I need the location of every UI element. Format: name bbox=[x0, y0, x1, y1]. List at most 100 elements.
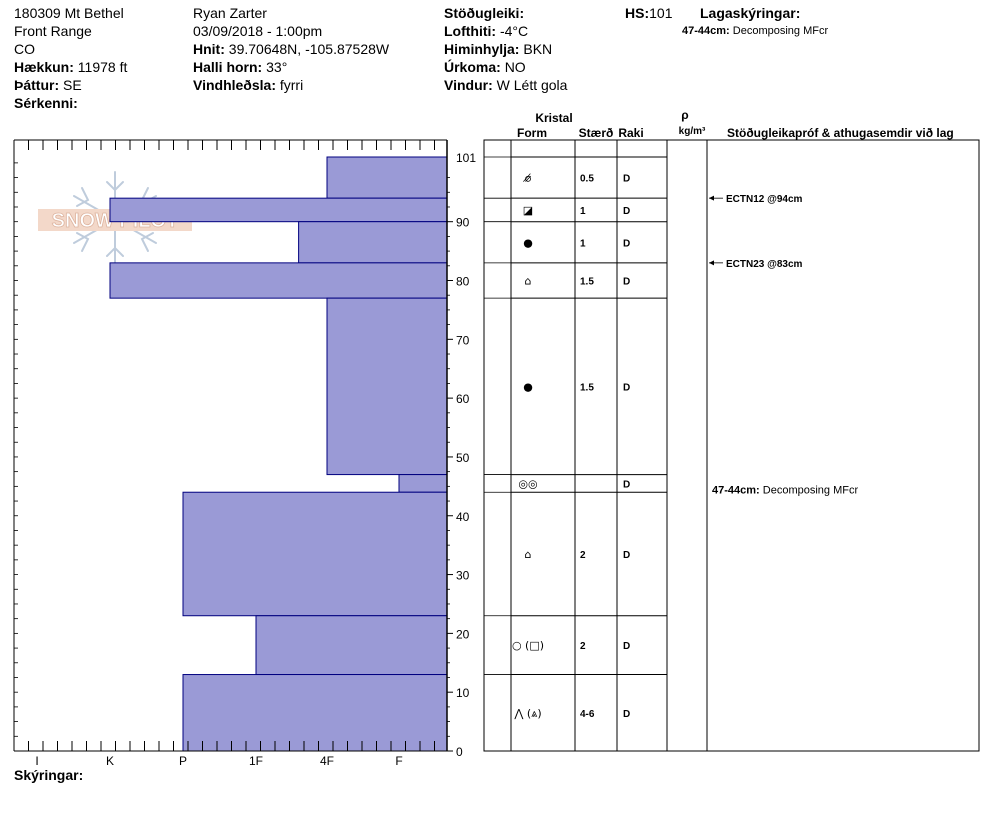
wind-label: Vindur: bbox=[444, 77, 493, 93]
hardness-bar-4 bbox=[326, 297, 448, 476]
test-arrowhead-1 bbox=[709, 260, 714, 266]
rho-header: ρ bbox=[681, 108, 688, 122]
depth-tick-label: 50 bbox=[456, 451, 470, 465]
grain-size-3: 1.5 bbox=[580, 277, 594, 288]
elevation: Hækkun: 11978 ft bbox=[14, 58, 127, 76]
hardness-tick-label: K bbox=[106, 754, 114, 768]
hardness-tick-label: 4F bbox=[320, 754, 334, 768]
layer-notes-title: Lagaskýringar: bbox=[700, 4, 800, 22]
coords-value: 39.70648N, -105.87528W bbox=[228, 41, 390, 57]
range-name: Front Range bbox=[14, 23, 92, 39]
sky-value: BKN bbox=[523, 41, 553, 57]
moisture-2: D bbox=[623, 238, 630, 249]
depth-tick-label: 90 bbox=[456, 216, 470, 230]
hardness-tick-label: P bbox=[179, 754, 187, 768]
stability-test-0: ECTN12 @94cm bbox=[726, 194, 803, 205]
coordinates: Hnit: 39.70648N, -105.87528W bbox=[193, 40, 389, 58]
depth-tick-label: 70 bbox=[456, 333, 470, 347]
moisture-0: D bbox=[623, 174, 630, 185]
wind-value: W Létt gola bbox=[496, 77, 568, 93]
layer-comment-depth: 47-44cm: bbox=[712, 485, 763, 497]
depth-top-label: 101 bbox=[456, 151, 476, 165]
hardness-bar-5 bbox=[398, 474, 448, 493]
moisture-8: D bbox=[623, 709, 630, 720]
hardness-bar-3 bbox=[109, 262, 448, 299]
features: Sérkenni: bbox=[14, 94, 78, 112]
density-unit-header: kg/m³ bbox=[679, 126, 706, 137]
precip-label: Úrkoma: bbox=[444, 59, 501, 75]
air-temp-value: -4°C bbox=[499, 23, 529, 39]
crystal-header: Kristal bbox=[535, 111, 572, 125]
moisture-6: D bbox=[623, 550, 630, 561]
depth-tick-label: 30 bbox=[456, 569, 470, 583]
air-temp: Lofthiti: -4°C bbox=[444, 22, 528, 40]
grain-size-8: 4-6 bbox=[580, 709, 595, 720]
grain-size-6: 2 bbox=[580, 550, 586, 561]
wind: Vindur: W Létt gola bbox=[444, 76, 567, 94]
coords-label: Hnit: bbox=[193, 41, 225, 57]
grain-size-4: 1.5 bbox=[580, 382, 594, 393]
hardness-bar-1 bbox=[109, 197, 448, 223]
datetime: 03/09/2018 - 1:00pm bbox=[193, 23, 323, 39]
hardness-bar-8 bbox=[182, 674, 448, 752]
layer-comment-text: Decomposing MFcr bbox=[763, 485, 859, 497]
stability-test-1: ECTN23 @83cm bbox=[726, 259, 803, 270]
moisture-3: D bbox=[623, 277, 630, 288]
elevation-value: 11978 ft bbox=[77, 59, 128, 75]
grain-form-4: ● bbox=[523, 380, 533, 393]
layer-comment-0: 47-44cm: Decomposing MFcr bbox=[712, 485, 858, 497]
moisture-header: Raki bbox=[618, 126, 643, 140]
sky-label: Himinhylja: bbox=[444, 41, 520, 57]
footer-notes: Skýringar: bbox=[14, 766, 83, 784]
hardness-tick-label: 1F bbox=[249, 754, 263, 768]
depth-tick-label: 40 bbox=[456, 510, 470, 524]
depth-tick-label: 60 bbox=[456, 392, 470, 406]
moisture-4: D bbox=[623, 382, 630, 393]
layer-note-text: Decomposing MFcr bbox=[732, 25, 829, 37]
grain-form-8: ⋀ (⩓) bbox=[513, 707, 541, 720]
table-border bbox=[483, 139, 980, 752]
grain-form-7: ○ (□) bbox=[512, 639, 544, 652]
layer-note-depth: 47-44cm: bbox=[682, 25, 730, 37]
grain-form-0: ⌀̸ bbox=[522, 172, 531, 185]
elevation-label: Hækkun: bbox=[14, 59, 74, 75]
depth-tick-label: 80 bbox=[456, 275, 470, 289]
grain-size-1: 1 bbox=[580, 206, 586, 217]
sky-cover: Himinhylja: BKN bbox=[444, 40, 552, 58]
depth-tick-label: 20 bbox=[456, 627, 470, 641]
state-name: CO bbox=[14, 41, 35, 57]
hs-value: 101 bbox=[649, 5, 673, 21]
depth-tick-label: 0 bbox=[456, 745, 463, 759]
hardness-bar-7 bbox=[255, 615, 448, 676]
depth-tick-label: 10 bbox=[456, 686, 470, 700]
wind-loading: Vindhleðsla: fyrri bbox=[193, 76, 303, 94]
slope-angle: Halli horn: 33° bbox=[193, 58, 287, 76]
aspect: Þáttur: SE bbox=[14, 76, 82, 94]
aspect-value: SE bbox=[63, 77, 82, 93]
grain-form-3: ⌂ bbox=[525, 275, 532, 288]
layer-note: 47-44cm: Decomposing MFcr bbox=[682, 22, 828, 40]
grain-form-2: ● bbox=[523, 236, 533, 249]
stability: Stöðugleiki: bbox=[444, 4, 524, 22]
form-header: Form bbox=[517, 126, 547, 140]
layer-notes-label: Lagaskýringar: bbox=[700, 5, 801, 21]
stability-label: Stöðugleiki: bbox=[444, 5, 525, 21]
aspect-label: Þáttur: bbox=[14, 77, 60, 93]
moisture-1: D bbox=[623, 206, 630, 217]
grain-form-6: ⌂ bbox=[525, 548, 532, 561]
snow-height: HS:101 bbox=[625, 4, 672, 22]
precip-value: NO bbox=[504, 59, 526, 75]
precipitation: Úrkoma: NO bbox=[444, 58, 526, 76]
site-name: 180309 Mt Bethel bbox=[14, 5, 124, 21]
grain-form-1: ◪ bbox=[523, 204, 533, 217]
slope-value: 33° bbox=[266, 59, 288, 75]
hardness-tick-label: F bbox=[395, 754, 402, 768]
air-temp-label: Lofthiti: bbox=[444, 23, 497, 39]
hardness-bar-6 bbox=[182, 491, 448, 617]
grain-size-2: 1 bbox=[580, 238, 586, 249]
tests-header: Stöðugleikapróf & athugasemdir við lag bbox=[727, 126, 954, 140]
observer: Ryan Zarter bbox=[193, 5, 267, 21]
moisture-7: D bbox=[623, 641, 630, 652]
moisture-5: D bbox=[623, 479, 630, 490]
